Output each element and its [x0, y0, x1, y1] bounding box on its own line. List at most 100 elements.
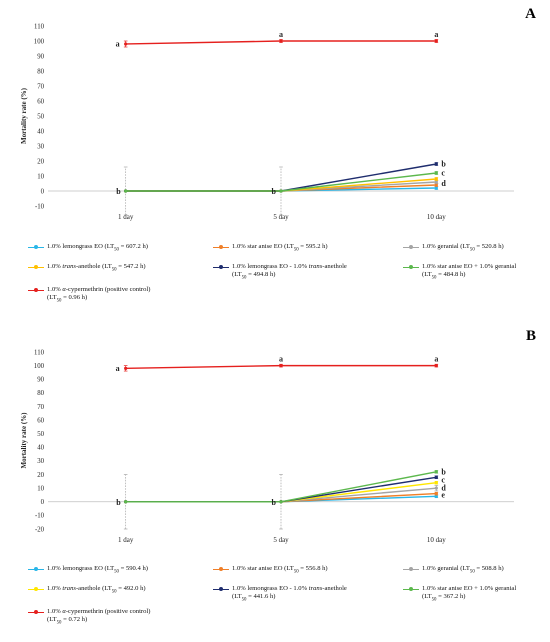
legend-text-part: 1.0% lemongrass EO (LT — [47, 243, 115, 250]
data-point — [279, 189, 283, 193]
y-tick-label: 60 — [37, 98, 44, 105]
data-point — [434, 39, 438, 43]
data-point — [124, 42, 128, 46]
legend-entry: 1.0% lemongrass EO (LT50 = 590.4 h) — [28, 565, 148, 575]
legend-swatch — [213, 263, 229, 271]
legend-text-part: 50 — [293, 247, 299, 253]
legend-text-part: 50 — [56, 298, 62, 304]
data-point — [279, 364, 283, 368]
chart-panel-b: -20 -10 0 10 20 30 40 50 60 70 80 90 100 110 Mortality… — [0, 322, 550, 642]
legend-b: 1.0% lemongrass EO (LT50 = 590.4 h) 1.0% … — [28, 560, 548, 642]
significance-letter: c — [441, 169, 445, 178]
legend-text-part: (LT — [47, 294, 57, 301]
legend-text-part: α — [62, 608, 66, 615]
legend-text-part: trans — [308, 585, 323, 592]
y-tick-label: 90 — [37, 53, 44, 60]
data-point — [434, 481, 438, 485]
legend-text-part: = 556.8 h) — [298, 565, 328, 572]
legend-text-part: = 595.2 h) — [298, 243, 328, 250]
legend-text-part: 50 — [114, 247, 119, 253]
legend-text-part: 50 — [293, 569, 299, 575]
legend-entry: 1.0% star anise EO + 1.0% geranial (LT50 … — [403, 585, 516, 603]
data-point — [434, 177, 438, 181]
legend-text-part: = 520.8 h) — [474, 243, 504, 250]
data-point — [124, 366, 128, 370]
significance-letter: a — [116, 40, 120, 49]
legend-text-part: = 494.8 h) — [246, 271, 276, 278]
panel-letter-a: A — [525, 6, 536, 22]
legend-text-part: 1.0% geranial (LT — [422, 565, 470, 572]
legend-swatch — [28, 565, 44, 573]
legend-text-part: α — [62, 286, 66, 293]
legend-swatch — [403, 263, 419, 271]
significance-letter: b — [441, 160, 446, 169]
y-tick-label: 80 — [37, 390, 44, 397]
legend-entry: 1.0% star anise EO (LT50 = 556.8 h) — [213, 565, 328, 575]
chart-a-svg: -10 0 10 20 30 40 50 60 70 80 90 100 110 Mortality ra… — [20, 23, 514, 221]
y-tick-label: 110 — [34, 23, 45, 30]
legend-text-part: = 547.2 h) — [116, 263, 146, 270]
significance-letter: a — [279, 30, 283, 39]
y-tick-label: 30 — [37, 143, 44, 150]
legend-text-part: 50 — [56, 620, 62, 626]
legend-swatch — [213, 243, 229, 251]
legend-a: 1.0% lemongrass EO (LT50 = 607.2 h) 1.0% … — [28, 238, 548, 322]
y-tick-label: 70 — [37, 83, 44, 90]
y-tick-label: 50 — [37, 113, 44, 120]
legend-text-part: (LT — [422, 271, 432, 278]
significance-letter: a — [434, 30, 438, 39]
significance-letter: d — [441, 179, 446, 188]
y-tick-label: 60 — [37, 417, 44, 424]
legend-entry: 1.0% geranial (LT50 = 520.8 h) — [403, 243, 504, 252]
legend-text-part: -anethole — [322, 263, 347, 270]
legend-swatch — [403, 243, 419, 251]
legend-text-part: 1.0% — [47, 263, 63, 270]
data-point — [434, 162, 438, 166]
y-tick-label: 20 — [37, 472, 44, 479]
legend-text-part: 50 — [111, 267, 117, 273]
legend-text-part: 50 — [111, 589, 117, 595]
legend-text-part: 50 — [431, 597, 437, 603]
data-point — [434, 171, 438, 175]
x-tick-label: 1 day — [118, 536, 134, 544]
data-point — [434, 364, 438, 368]
legend-entry: 1.0% lemongrass EO - 1.0% trans-anethole… — [213, 263, 347, 280]
legend-text-part: 1.0% geranial (LT — [422, 243, 470, 250]
significance-letter: a — [434, 355, 438, 364]
y-tick-label: 10 — [37, 485, 44, 492]
y-tick-label: 80 — [37, 68, 44, 75]
legend-swatch — [213, 565, 229, 573]
legend-entry: 1.0% lemongrass EO - 1.0% trans-anethole… — [213, 585, 347, 603]
legend-entry: 1.0% trans-anethole (LT50 = 492.0 h) — [28, 585, 146, 595]
legend-swatch — [28, 585, 44, 593]
legend-text-part: = 607.2 h) — [118, 243, 148, 250]
legend-text-part: 50 — [241, 597, 247, 603]
legend-text-part: 1.0% lemongrass EO - 1.0% — [232, 263, 309, 270]
significance-letter: a — [279, 355, 283, 364]
significance-letter: b — [272, 187, 277, 196]
y-tick-label: 70 — [37, 404, 44, 411]
y-tick-label: 100 — [34, 38, 45, 45]
significance-letter: c — [441, 475, 445, 484]
legend-text-part: 50 — [114, 569, 119, 575]
y-tick-label: 30 — [37, 458, 44, 465]
legend-text-part: -cypermethrin (positive control) — [65, 608, 151, 615]
legend-text-part: -anethole — [322, 585, 347, 592]
data-point — [434, 180, 438, 184]
legend-text-part: = 367.2 h) — [436, 593, 466, 600]
y-tick-label: 50 — [37, 431, 44, 438]
series-6 — [123, 39, 439, 48]
significance-letter: b — [441, 467, 446, 476]
significance-letter: d — [441, 484, 446, 493]
legend-text-part: 1.0% star anise EO (LT — [232, 243, 294, 250]
legend-text-part: = 0.96 h) — [61, 294, 88, 301]
y-tick-label: 40 — [37, 128, 44, 135]
y-tick-label: 0 — [41, 499, 45, 506]
y-tick-label: 40 — [37, 445, 44, 452]
y-axis-label: Mortality rate (%) — [20, 412, 28, 469]
series-5 — [124, 470, 439, 504]
legend-text-part: 1.0% — [47, 585, 63, 592]
legend-text-part: 1.0% — [47, 286, 63, 293]
x-tick-label: 10 day — [427, 213, 446, 221]
significance-letter: e — [441, 490, 445, 499]
